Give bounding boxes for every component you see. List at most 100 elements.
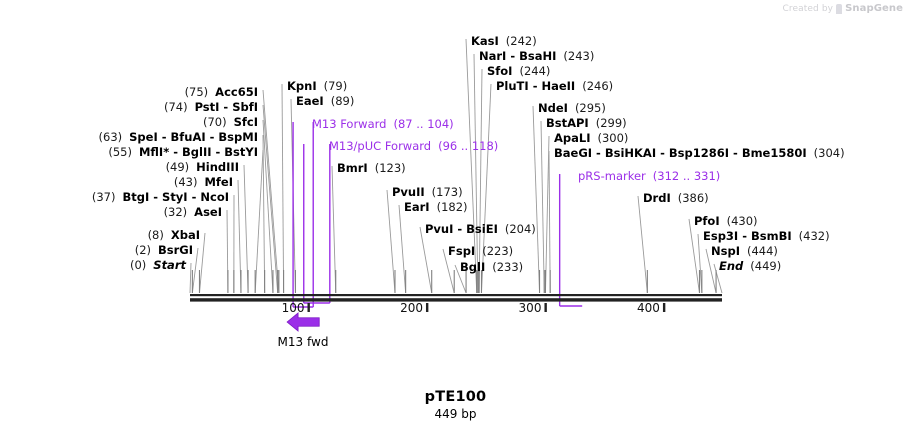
site-label-bsrgi[interactable]: (2) BsrGI xyxy=(135,244,193,257)
feature-name-m13-forward[interactable]: M13 Forward xyxy=(312,117,387,131)
leader-line-sfoi xyxy=(478,68,483,294)
site-label-btgi-styi-ncoi[interactable]: (37) BtgI - StyI - NcoI xyxy=(92,191,229,204)
enzyme-name-pvuii-0[interactable]: PvuII xyxy=(392,185,425,199)
enzyme-name-spei-bfuai-bspmi-0[interactable]: SpeI xyxy=(129,130,158,144)
site-label-drdi[interactable]: DrdI (386) xyxy=(643,192,709,205)
site-label-sfoi[interactable]: SfoI (244) xyxy=(487,65,550,78)
enzyme-name-baegi-bsihkai-bsp1286i-bme1580i-1[interactable]: BsiHKAI xyxy=(604,146,657,160)
enzyme-name-drdi-0[interactable]: DrdI xyxy=(643,191,671,205)
site-label-bstapi[interactable]: BstAPI (299) xyxy=(546,117,627,130)
enzyme-name-pluti-haeii-1[interactable]: HaeII xyxy=(541,79,576,93)
feature-label-m13-puc-forward[interactable]: M13/pUC Forward (96 .. 118) xyxy=(329,140,498,153)
name-separator: - xyxy=(453,222,467,236)
leader-line-apali xyxy=(545,135,550,294)
site-label-esp3i-bsmbi[interactable]: Esp3I - BsmBI (432) xyxy=(703,230,830,243)
enzyme-name-mfli-bglii-bstyi-2[interactable]: BstYI xyxy=(224,145,258,159)
enzyme-name-sfci-0[interactable]: SfcI xyxy=(233,115,258,129)
enzyme-name-acc65i-0[interactable]: Acc65I xyxy=(215,85,258,99)
enzyme-name-bstapi-0[interactable]: BstAPI xyxy=(546,116,589,130)
enzyme-name-pfoi-0[interactable]: PfoI xyxy=(694,214,720,228)
site-label-eari[interactable]: EarI (182) xyxy=(404,201,468,214)
site-label-pvuii[interactable]: PvuII (173) xyxy=(392,186,463,199)
enzyme-name-bmri-0[interactable]: BmrI xyxy=(337,161,368,175)
site-label-bmri[interactable]: BmrI (123) xyxy=(337,162,406,175)
site-label-spei-bfuai-bspmi[interactable]: (63) SpeI - BfuAI - BspMI xyxy=(99,131,258,144)
site-label-pvui-bsiei[interactable]: PvuI - BsiEI (204) xyxy=(425,223,536,236)
enzyme-name-kpni-0[interactable]: KpnI xyxy=(287,79,317,93)
site-label-sfci[interactable]: (70) SfcI xyxy=(203,116,258,129)
enzyme-name-mfli-bglii-bstyi-1[interactable]: BglII xyxy=(182,145,212,159)
site-label-baegi-bsihkai-bsp1286i-bme1580i[interactable]: BaeGI - BsiHKAI - Bsp1286I - Bme1580I (30… xyxy=(554,147,845,160)
feature-name-prs-marker[interactable]: pRS-marker xyxy=(578,169,646,183)
site-label-kpni[interactable]: KpnI (79) xyxy=(287,80,347,93)
enzyme-name-pluti-haeii-0[interactable]: PluTI xyxy=(496,79,529,93)
enzyme-name-ndei-0[interactable]: NdeI xyxy=(538,101,568,115)
feature-label-m13-forward[interactable]: M13 Forward (87 .. 104) xyxy=(312,118,454,131)
enzyme-name-btgi-styi-ncoi-2[interactable]: NcoI xyxy=(200,190,229,204)
enzyme-name-nari-bsahi-1[interactable]: BsaHI xyxy=(519,49,557,63)
enzyme-name-eari-0[interactable]: EarI xyxy=(404,200,430,214)
enzyme-name-asei-0[interactable]: AseI xyxy=(194,205,222,219)
ruler-tick-100 xyxy=(307,303,310,312)
site-label-start[interactable]: (0) Start xyxy=(130,259,186,272)
enzyme-name-baegi-bsihkai-bsp1286i-bme1580i-2[interactable]: Bsp1286I xyxy=(668,146,730,160)
enzyme-name-mfei-0[interactable]: MfeI xyxy=(204,175,233,189)
enzyme-name-pvui-bsiei-0[interactable]: PvuI xyxy=(425,222,454,236)
enzyme-name-sfoi-0[interactable]: SfoI xyxy=(487,64,513,78)
site-label-hindiii[interactable]: (49) HindIII xyxy=(166,161,239,174)
site-label-kasi[interactable]: KasI (242) xyxy=(471,35,537,48)
leader-line-acc65i xyxy=(262,89,280,294)
site-position-drdi: (386) xyxy=(677,191,709,205)
enzyme-name-psti-sbfi-1[interactable]: SbfI xyxy=(232,100,258,114)
site-label-nari-bsahi[interactable]: NarI - BsaHI (243) xyxy=(479,50,594,63)
enzyme-name-baegi-bsihkai-bsp1286i-bme1580i-3[interactable]: Bme1580I xyxy=(741,146,807,160)
enzyme-name-esp3i-bsmbi-1[interactable]: BsmBI xyxy=(751,229,792,243)
site-label-nspi[interactable]: NspI (444) xyxy=(711,245,778,258)
site-label-apali[interactable]: ApaLI (300) xyxy=(554,132,628,145)
site-label-mfli-bglii-bstyi[interactable]: (55) MflI* - BglII - BstYI xyxy=(108,146,258,159)
enzyme-name-eaei-0[interactable]: EaeI xyxy=(296,94,324,108)
name-separator: - xyxy=(169,145,182,159)
feature-name-m13-puc-forward[interactable]: M13/pUC Forward xyxy=(329,139,432,153)
site-label-pfoi[interactable]: PfoI (430) xyxy=(694,215,758,228)
enzyme-name-bsrgi-0[interactable]: BsrGI xyxy=(158,243,193,257)
watermark-created-by-label: Created by xyxy=(782,3,834,14)
leader-line-nspi xyxy=(705,248,717,294)
site-label-psti-sbfi[interactable]: (74) PstI - SbfI xyxy=(164,101,258,114)
enzyme-name-btgi-styi-ncoi-1[interactable]: StyI xyxy=(162,190,188,204)
enzyme-name-esp3i-bsmbi-0[interactable]: Esp3I xyxy=(703,229,739,243)
site-label-eaei[interactable]: EaeI (89) xyxy=(296,95,354,108)
site-label-xbai[interactable]: (8) XbaI xyxy=(148,229,200,242)
enzyme-name-xbai-0[interactable]: XbaI xyxy=(170,228,200,242)
site-label-end[interactable]: End (449) xyxy=(719,260,781,273)
enzyme-name-pvui-bsiei-1[interactable]: BsiEI xyxy=(466,222,498,236)
site-label-mfei[interactable]: (43) MfeI xyxy=(174,176,233,189)
enzyme-name-apali-0[interactable]: ApaLI xyxy=(554,131,591,145)
leader-line-spei-bfuai-bspmi xyxy=(262,134,266,294)
site-label-pluti-haeii[interactable]: PluTI - HaeII (246) xyxy=(496,80,613,93)
site-position-start: (0) xyxy=(129,258,147,272)
name-separator: - xyxy=(729,146,742,160)
site-label-acc65i[interactable]: (75) Acc65I xyxy=(185,86,258,99)
site-label-asei[interactable]: (32) AseI xyxy=(164,206,222,219)
site-label-bgli[interactable]: BglI (233) xyxy=(460,261,523,274)
enzyme-name-hindiii-0[interactable]: HindIII xyxy=(196,160,239,174)
enzyme-name-spei-bfuai-bspmi-1[interactable]: BfuAI xyxy=(170,130,206,144)
enzyme-name-bgli-0[interactable]: BglI xyxy=(460,260,486,274)
site-label-fspi[interactable]: FspI (223) xyxy=(448,245,513,258)
enzyme-name-psti-sbfi-0[interactable]: PstI xyxy=(194,100,220,114)
enzyme-name-fspi-0[interactable]: FspI xyxy=(448,244,476,258)
enzyme-name-btgi-styi-ncoi-0[interactable]: BtgI xyxy=(122,190,150,204)
feature-label-prs-marker[interactable]: pRS-marker (312 .. 331) xyxy=(578,170,720,183)
plasmid-size: 449 bp xyxy=(434,407,477,421)
enzyme-name-mfli-bglii-bstyi-0[interactable]: MflI* xyxy=(138,145,170,159)
m13-fwd-arrow[interactable] xyxy=(286,312,320,332)
enzyme-name-nari-bsahi-0[interactable]: NarI xyxy=(479,49,507,63)
enzyme-name-end-0[interactable]: End xyxy=(719,259,744,273)
enzyme-name-baegi-bsihkai-bsp1286i-bme1580i-0[interactable]: BaeGI xyxy=(554,146,593,160)
enzyme-name-spei-bfuai-bspmi-2[interactable]: BspMI xyxy=(218,130,258,144)
enzyme-name-start-0[interactable]: Start xyxy=(153,258,186,272)
enzyme-name-kasi-0[interactable]: KasI xyxy=(471,34,499,48)
enzyme-name-nspi-0[interactable]: NspI xyxy=(711,244,740,258)
site-label-ndei[interactable]: NdeI (295) xyxy=(538,102,606,115)
